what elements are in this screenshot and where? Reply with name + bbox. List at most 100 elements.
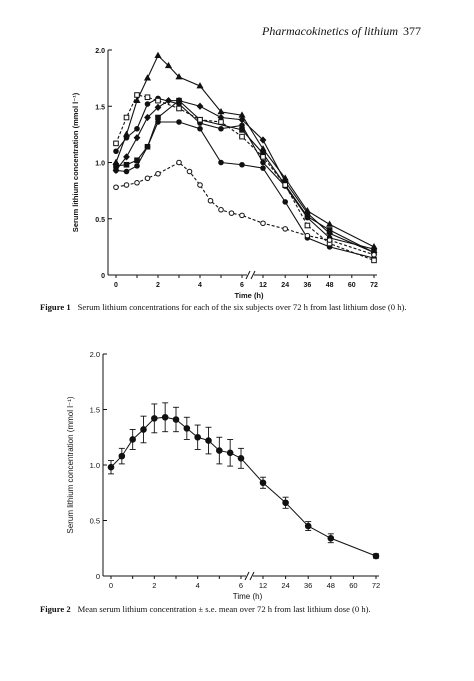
data-point [216, 447, 223, 454]
series-2 [112, 51, 378, 250]
data-point [326, 229, 333, 238]
x-tick-label: 2 [156, 282, 160, 289]
figure-1-label: Figure 1 [40, 302, 71, 312]
data-point [113, 167, 119, 174]
data-point [205, 437, 212, 444]
y-tick-label: 0 [101, 273, 105, 280]
figure-1-caption-text: Serum lithium concentrations for each of… [77, 302, 407, 312]
data-point [113, 140, 119, 147]
data-point [134, 157, 140, 164]
series-line [115, 121, 375, 259]
data-point [155, 97, 161, 104]
series-1 [107, 402, 380, 560]
series-line [115, 100, 375, 254]
data-point [218, 125, 224, 132]
series-5 [113, 119, 377, 261]
data-point [183, 425, 191, 432]
data-point [134, 125, 140, 132]
data-point [155, 170, 161, 177]
data-point [239, 161, 245, 168]
figure-2-label: Figure 2 [40, 604, 71, 614]
data-point [207, 197, 214, 204]
data-point [372, 552, 380, 560]
data-point [123, 153, 130, 161]
x-axis-title: Time (h) [234, 291, 264, 300]
data-point [161, 413, 169, 421]
data-point [165, 96, 172, 105]
y-tick-label: 2.0 [95, 48, 105, 55]
x-tick-label: 24 [281, 282, 289, 289]
data-point [327, 534, 335, 542]
data-point [239, 122, 245, 129]
x-tick-label: 2 [152, 581, 156, 590]
data-point [237, 455, 245, 462]
data-point [155, 119, 161, 125]
data-point [259, 136, 267, 144]
data-point [304, 209, 311, 217]
data-point [154, 51, 162, 58]
page-number: 377 [403, 24, 421, 38]
data-point [113, 184, 119, 191]
x-tick-label: 24 [281, 581, 289, 590]
data-point [194, 433, 201, 441]
data-point [186, 168, 193, 175]
y-axis-title: Serum lithium concentration (mmol l⁻¹) [66, 396, 75, 533]
data-point [259, 145, 267, 152]
data-point [197, 182, 203, 188]
data-point [304, 522, 312, 530]
series-6 [113, 92, 377, 264]
data-point [326, 220, 334, 227]
series-3 [113, 95, 377, 252]
x-tick-label: 0 [109, 581, 113, 590]
data-point [196, 102, 204, 110]
running-head: Pharmacokinetics of lithium 377 [0, 24, 474, 40]
data-point [197, 125, 203, 132]
data-point [197, 116, 203, 123]
data-point [140, 426, 147, 433]
data-point [282, 199, 289, 205]
data-point [282, 226, 289, 232]
x-tick-label: 60 [348, 282, 356, 289]
data-point [175, 96, 183, 105]
data-point [134, 163, 140, 169]
data-point [326, 237, 333, 243]
x-tick-label: 48 [327, 581, 335, 590]
data-point [239, 133, 245, 140]
data-point [304, 232, 311, 239]
data-point [217, 107, 225, 115]
series-7 [113, 159, 377, 258]
data-point [260, 159, 266, 166]
data-point [371, 257, 377, 264]
axis-break-mark [249, 571, 255, 581]
x-tick-label: 36 [304, 581, 312, 590]
data-point [218, 206, 224, 213]
data-point [175, 73, 183, 80]
data-point [134, 179, 140, 186]
y-tick-label: 1.0 [90, 461, 100, 470]
data-point [133, 134, 141, 142]
data-point [238, 116, 246, 124]
data-point [226, 449, 234, 457]
data-point [260, 220, 266, 227]
data-point [123, 134, 130, 141]
data-point [155, 114, 161, 121]
data-point [196, 82, 204, 89]
y-tick-label: 2.0 [90, 350, 100, 359]
series-line [115, 161, 375, 256]
series-line [110, 416, 377, 557]
x-tick-label: 4 [196, 581, 200, 590]
series-line [115, 97, 375, 250]
data-point [107, 463, 115, 471]
data-point [228, 210, 235, 216]
data-point [134, 92, 140, 98]
series-line [115, 94, 375, 261]
data-point [260, 154, 266, 160]
data-point [259, 479, 267, 487]
x-tick-label: 12 [259, 282, 267, 289]
data-point [144, 175, 151, 182]
data-point [144, 143, 151, 150]
